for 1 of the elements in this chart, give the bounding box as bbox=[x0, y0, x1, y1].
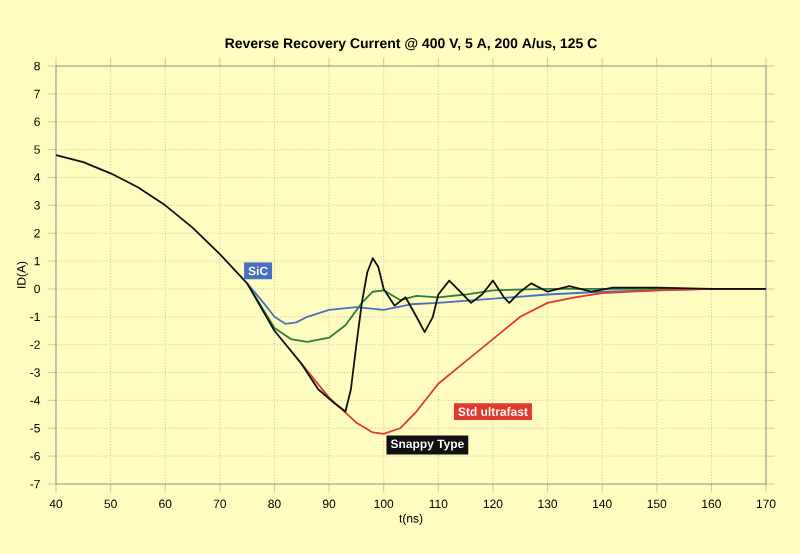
line-series bbox=[56, 154, 766, 413]
